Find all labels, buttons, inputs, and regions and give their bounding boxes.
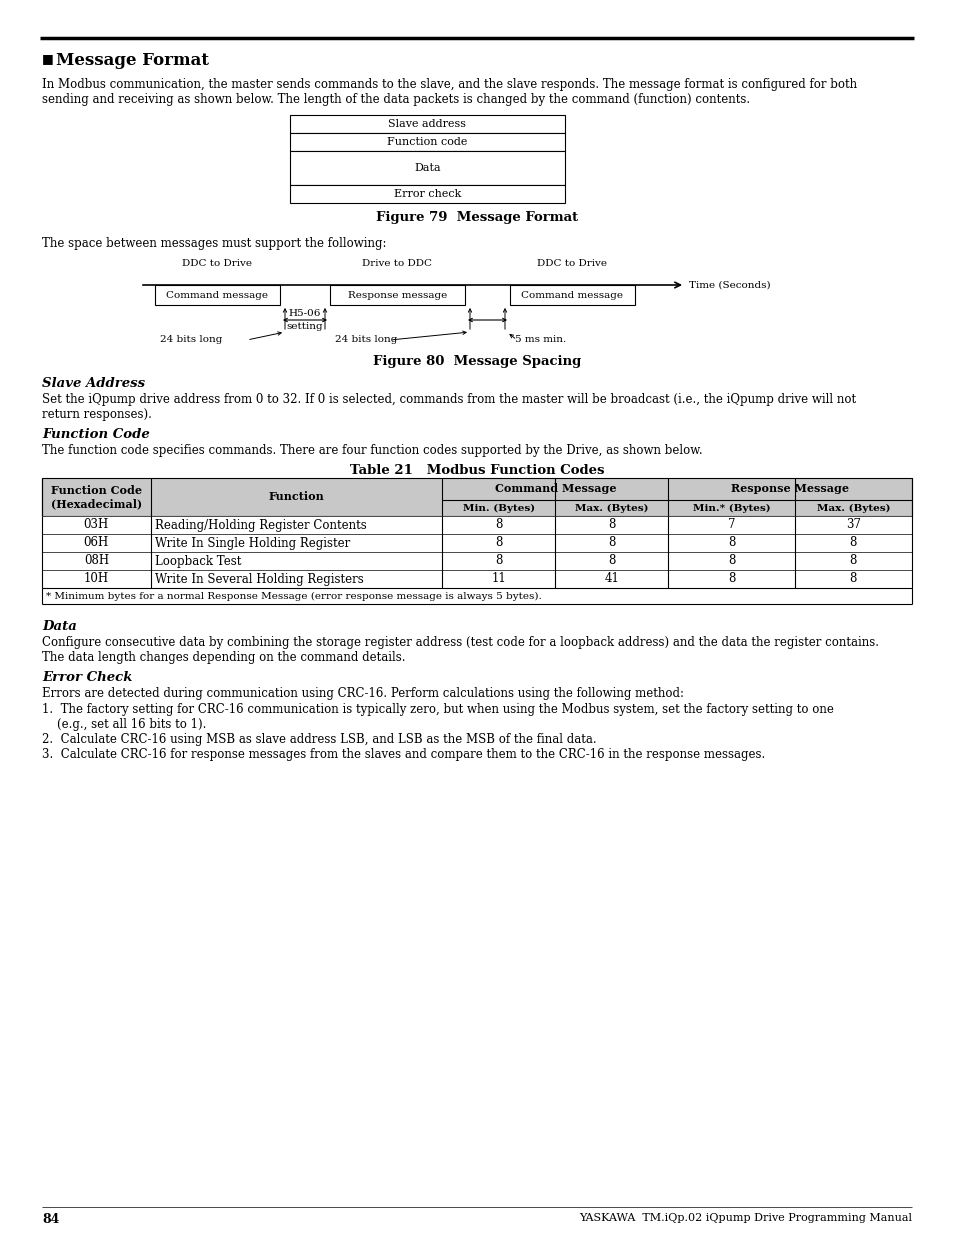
- Text: 3.  Calculate CRC-16 for response messages from the slaves and compare them to t: 3. Calculate CRC-16 for response message…: [42, 748, 764, 761]
- Text: 03H: 03H: [84, 519, 109, 531]
- Text: 8: 8: [727, 536, 735, 550]
- Text: The space between messages must support the following:: The space between messages must support …: [42, 237, 386, 249]
- Text: Min. (Bytes): Min. (Bytes): [462, 504, 535, 513]
- Bar: [42, 516, 911, 534]
- Text: 8: 8: [727, 555, 735, 568]
- Text: Function: Function: [269, 492, 324, 503]
- Text: DDC to Drive: DDC to Drive: [182, 259, 252, 268]
- Text: return responses).: return responses).: [42, 408, 152, 421]
- Text: 8: 8: [849, 536, 856, 550]
- Text: Command Message: Command Message: [494, 483, 616, 494]
- Text: Command message: Command message: [167, 290, 268, 300]
- Bar: [42, 552, 911, 571]
- Text: 8: 8: [727, 573, 735, 585]
- Text: Response message: Response message: [348, 290, 447, 300]
- Text: YASKAWA  TM.iQp.02 iQpump Drive Programming Manual: YASKAWA TM.iQp.02 iQpump Drive Programmi…: [578, 1213, 911, 1223]
- Text: Reading/Holding Register Contents: Reading/Holding Register Contents: [154, 519, 366, 531]
- Text: Max. (Bytes): Max. (Bytes): [575, 504, 648, 513]
- Bar: [290, 185, 564, 203]
- Text: Table 21   Modbus Function Codes: Table 21 Modbus Function Codes: [350, 464, 603, 477]
- Text: Max. (Bytes): Max. (Bytes): [816, 504, 889, 513]
- Text: sending and receiving as shown below. The length of the data packets is changed : sending and receiving as shown below. Th…: [42, 93, 749, 106]
- Text: setting: setting: [287, 322, 323, 331]
- Text: Write In Several Holding Registers: Write In Several Holding Registers: [154, 573, 363, 585]
- Bar: [154, 285, 280, 305]
- Bar: [290, 151, 564, 185]
- Text: H5-06: H5-06: [289, 309, 321, 317]
- Text: 24 bits long: 24 bits long: [335, 335, 397, 345]
- Text: Min.* (Bytes): Min.* (Bytes): [692, 504, 769, 513]
- Text: Error check: Error check: [394, 189, 460, 199]
- Text: Data: Data: [42, 620, 77, 634]
- Text: 37: 37: [845, 519, 860, 531]
- Text: 8: 8: [495, 519, 502, 531]
- Text: Set the iQpump drive address from 0 to 32. If 0 is selected, commands from the m: Set the iQpump drive address from 0 to 3…: [42, 393, 855, 406]
- Text: Figure 80  Message Spacing: Figure 80 Message Spacing: [373, 354, 580, 368]
- Text: Drive to DDC: Drive to DDC: [361, 259, 432, 268]
- Text: 41: 41: [604, 573, 618, 585]
- Text: Data: Data: [414, 163, 440, 173]
- Text: Function code: Function code: [387, 137, 467, 147]
- Text: 10H: 10H: [84, 573, 109, 585]
- Text: (e.g., set all 16 bits to 1).: (e.g., set all 16 bits to 1).: [42, 718, 206, 731]
- Text: In Modbus communication, the master sends commands to the slave, and the slave r: In Modbus communication, the master send…: [42, 78, 856, 91]
- Text: 11: 11: [491, 573, 506, 585]
- Bar: [42, 588, 911, 604]
- Bar: [290, 115, 564, 133]
- Text: Time (Seconds): Time (Seconds): [688, 280, 770, 289]
- Text: 8: 8: [607, 555, 615, 568]
- Text: Slave address: Slave address: [388, 119, 466, 128]
- Text: 06H: 06H: [84, 536, 109, 550]
- Bar: [42, 478, 911, 516]
- Bar: [42, 534, 911, 552]
- Text: Errors are detected during communication using CRC-16. Perform calculations usin: Errors are detected during communication…: [42, 687, 683, 700]
- Text: Figure 79  Message Format: Figure 79 Message Format: [375, 211, 578, 224]
- Text: 1.  The factory setting for CRC-16 communication is typically zero, but when usi: 1. The factory setting for CRC-16 commun…: [42, 703, 833, 716]
- Text: 8: 8: [849, 573, 856, 585]
- Text: 8: 8: [495, 555, 502, 568]
- Bar: [42, 571, 911, 588]
- Text: ■: ■: [42, 52, 53, 65]
- Text: Command message: Command message: [521, 290, 623, 300]
- Text: * Minimum bytes for a normal Response Message (error response message is always : * Minimum bytes for a normal Response Me…: [46, 592, 541, 600]
- Text: Function Code
(Hexadecimal): Function Code (Hexadecimal): [51, 485, 142, 509]
- Text: 2.  Calculate CRC-16 using MSB as slave address LSB, and LSB as the MSB of the f: 2. Calculate CRC-16 using MSB as slave a…: [42, 734, 596, 746]
- Text: Configure consecutive data by combining the storage register address (test code : Configure consecutive data by combining …: [42, 636, 878, 650]
- Text: Write In Single Holding Register: Write In Single Holding Register: [154, 536, 350, 550]
- Text: The function code specifies commands. There are four function codes supported by: The function code specifies commands. Th…: [42, 445, 702, 457]
- Text: 8: 8: [607, 519, 615, 531]
- Bar: [290, 133, 564, 151]
- Text: Message Format: Message Format: [56, 52, 209, 69]
- Bar: [330, 285, 464, 305]
- Text: 08H: 08H: [84, 555, 109, 568]
- Text: Function Code: Function Code: [42, 429, 150, 441]
- Text: The data length changes depending on the command details.: The data length changes depending on the…: [42, 651, 405, 664]
- Text: 8: 8: [607, 536, 615, 550]
- Text: 5 ms min.: 5 ms min.: [515, 335, 566, 345]
- Text: 84: 84: [42, 1213, 59, 1226]
- Text: Loopback Test: Loopback Test: [154, 555, 241, 568]
- Text: 24 bits long: 24 bits long: [160, 335, 222, 345]
- Text: Response Message: Response Message: [730, 483, 848, 494]
- Bar: [510, 285, 635, 305]
- Text: 8: 8: [495, 536, 502, 550]
- Text: DDC to Drive: DDC to Drive: [537, 259, 606, 268]
- Text: 8: 8: [849, 555, 856, 568]
- Text: Slave Address: Slave Address: [42, 377, 145, 390]
- Text: Error Check: Error Check: [42, 671, 132, 684]
- Text: 7: 7: [727, 519, 735, 531]
